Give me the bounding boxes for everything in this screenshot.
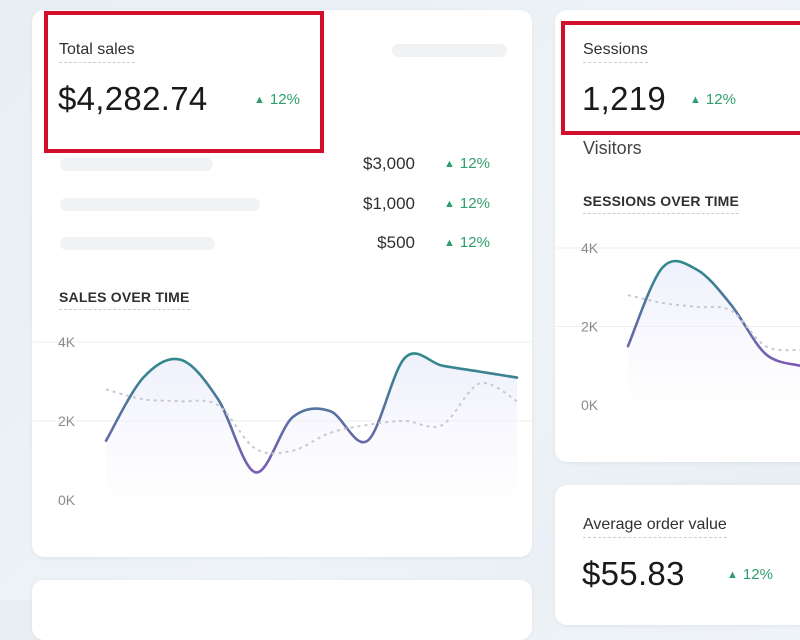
highlight-box-total-sales [44,11,324,153]
breakdown-delta: ▲ 12% [444,195,490,212]
sales-y-tick-label: 2K [58,413,76,429]
breakdown-delta: ▲ 12% [444,234,490,251]
triangle-up-icon: ▲ [254,94,265,106]
highlight-box-sessions [561,21,800,135]
sessions-y-tick-label: 4K [581,240,599,256]
triangle-up-icon: ▲ [444,198,455,210]
sessions-y-tick-label: 0K [581,397,599,413]
sessions-chart-title: SESSIONS OVER TIME [583,193,740,214]
sessions-delta: ▲ 12% [690,91,736,108]
aov-value: $55.83 [582,555,685,592]
total-sales-label[interactable]: Total sales [59,41,135,63]
sessions-label[interactable]: Sessions [583,41,648,63]
triangle-up-icon: ▲ [727,569,738,581]
visitors-label: Visitors [583,138,642,158]
total-sales-value: $4,282.74 [58,80,208,117]
breakdown-delta: ▲ 12% [444,155,490,172]
sessions-series-line [626,259,800,368]
sales-series-line [104,352,519,474]
breakdown-value: $3,000 [363,154,415,173]
sales-y-tick-label: 0K [58,492,76,508]
sessions-value: 1,219 [582,80,667,117]
skeleton-placeholder [60,237,215,250]
sales-series-area [106,353,517,500]
sessions-y-tick-label: 2K [581,319,599,335]
total-sales-delta: ▲ 12% [254,91,300,108]
skeleton-placeholder [392,44,507,57]
skeleton-placeholder [60,198,260,211]
sessions-series-area [628,261,800,405]
sales-chart-title: SALES OVER TIME [59,289,190,310]
charts-layer: 0K 2K 4K 0K 2K 4K [33,240,800,508]
breakdown-value: $500 [377,233,415,252]
skeleton-placeholder [60,158,213,171]
breakdown-value: $1,000 [363,194,415,213]
triangle-up-icon: ▲ [444,158,455,170]
aov-label[interactable]: Average order value [583,516,727,538]
aov-delta: ▲ 12% [727,566,773,583]
triangle-up-icon: ▲ [444,237,455,249]
sales-comparison-line [105,381,518,455]
sales-y-tick-label: 4K [58,334,76,350]
triangle-up-icon: ▲ [690,94,701,106]
